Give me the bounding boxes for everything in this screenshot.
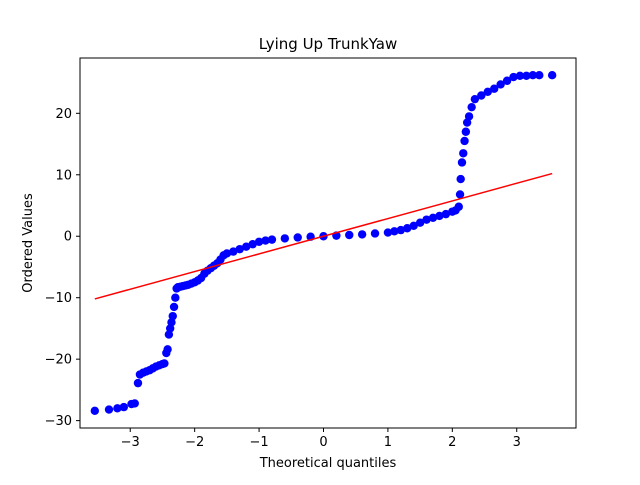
data-point [435,211,444,221]
data-point [455,190,465,199]
data-point [160,359,169,368]
y-tick-label: 10 [55,168,72,183]
data-point [171,293,180,302]
x-tick-label: −2 [185,435,204,450]
data-point [130,399,139,408]
data-point [535,71,544,80]
data-point [370,229,380,238]
data-point [133,378,143,388]
y-axis-label: Ordered Values [21,193,36,293]
data-point [396,225,405,235]
data-point [403,224,412,233]
x-tick-label: 1 [384,435,392,450]
y-tick-label: 0 [64,230,72,245]
data-point [464,112,474,121]
data-point [409,221,418,230]
data-point [515,71,525,81]
data-point [113,404,122,413]
data-point [470,94,480,104]
data-point [460,136,469,146]
data-point [454,202,463,211]
data-point [163,345,172,354]
x-tick-label: 0 [319,435,327,450]
points-layer [90,71,557,415]
data-point [235,244,244,254]
x-tick-label: 2 [448,435,456,450]
data-point [522,71,531,81]
x-tick-label: −1 [249,435,268,450]
data-point [441,209,451,219]
data-point [547,71,557,80]
data-point [483,87,492,97]
data-point [357,230,367,239]
data-point [90,406,100,415]
data-point [456,174,465,184]
y-tick-label: 20 [55,107,72,122]
data-point [241,242,251,251]
data-point [422,215,431,224]
plot-frame [79,57,577,429]
data-point [229,247,238,256]
x-axis-ticks: −3 −2 −1 0 1 2 3 [121,428,521,450]
data-point [267,235,277,244]
data-point [222,249,232,258]
data-point [261,236,270,245]
data-point [254,237,264,246]
x-axis-label: Theoretical quantiles [259,456,397,471]
data-point [509,72,518,82]
data-point [168,311,177,321]
y-tick-label: −30 [45,414,72,429]
data-point [496,80,505,89]
data-point [467,102,476,112]
data-point [459,149,468,158]
data-point [477,91,486,100]
data-point [280,234,290,243]
x-tick-label: 3 [513,435,521,450]
x-tick-label: −3 [121,435,140,450]
data-point [461,127,471,136]
data-point [293,233,302,242]
y-tick-label: −10 [45,291,72,306]
fit-line [94,172,553,300]
data-point [489,84,499,93]
data-point [457,158,467,167]
data-point [104,405,114,414]
data-point [428,213,438,223]
data-point [415,218,425,227]
chart-title: Lying Up TrunkYaw [259,35,397,53]
data-point [248,240,257,249]
data-point [119,402,129,412]
y-tick-label: −20 [45,353,72,368]
data-point [169,302,179,312]
data-point [502,76,512,85]
data-point [528,71,538,80]
data-point [390,227,399,236]
data-point [383,228,393,237]
data-point [345,230,354,240]
y-axis-ticks: −30 −20 −10 0 10 20 [45,107,80,429]
